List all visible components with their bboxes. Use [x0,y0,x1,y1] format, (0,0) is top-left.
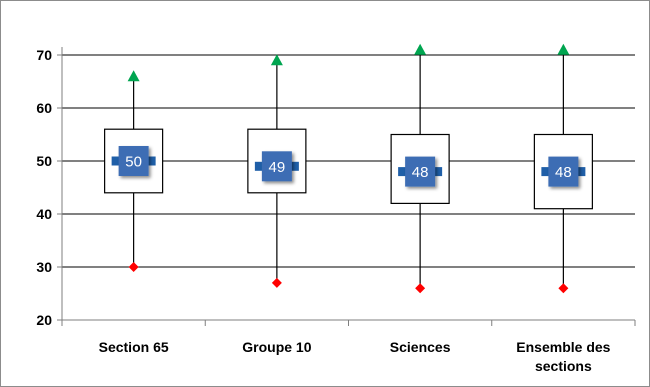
median-label: 48 [555,164,572,181]
boxes: 50 49 48 48 [104,43,593,294]
min-marker [415,283,426,294]
y-tick-label-30: 30 [36,259,52,275]
x-category-label: Section 65 [99,339,169,355]
median-label-box [118,146,149,176]
box-1: 50 [104,70,164,272]
box-3: 48 [390,43,450,294]
x-category-label: Groupe 10 [242,339,311,355]
box-2: 49 [247,54,307,288]
x-category-labels: Section 65 Groupe 10 Sciences Ensemble des s… [99,339,611,374]
axes [57,47,636,326]
median-label: 48 [412,164,429,181]
max-marker [557,43,570,55]
y-tick-label-40: 40 [36,206,52,222]
y-tick-label-20: 20 [36,312,52,328]
y-tick-labels: 20 30 40 50 60 70 [36,47,52,328]
max-marker [414,43,427,55]
median-label-box [548,156,579,187]
min-marker [558,283,569,294]
median-label: 50 [125,154,142,171]
max-marker [127,70,140,82]
min-marker [271,277,282,288]
min-marker [128,262,139,272]
x-category-label: Sciences [390,339,451,355]
median-label-box [405,156,436,187]
y-tick-label-50: 50 [36,153,52,169]
median-label: 49 [269,159,286,176]
x-category-label: Ensemble des sections [516,339,610,374]
max-marker [270,54,283,66]
box-4: 48 [533,43,593,294]
y-tick-label-70: 70 [36,47,52,63]
median-label-box [261,151,292,182]
y-tick-label-60: 60 [36,100,52,116]
